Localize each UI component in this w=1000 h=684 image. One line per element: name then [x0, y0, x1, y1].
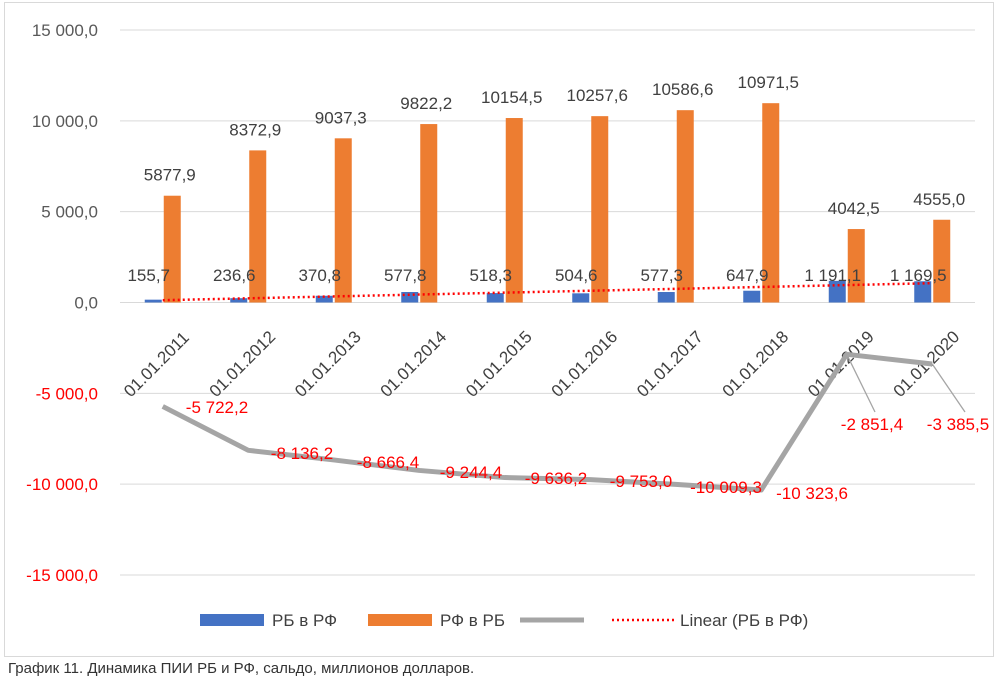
- data-label-rf-v-rb: 4042,5: [828, 199, 880, 218]
- data-label-balance: -3 385,5: [927, 415, 989, 434]
- data-label-balance: -10 009,3: [690, 478, 762, 497]
- y-tick-label: 15 000,0: [32, 21, 98, 40]
- x-tick-label: 01.01.2016: [548, 327, 622, 401]
- x-tick-label: 01.01.2012: [206, 327, 280, 401]
- data-label-rb-v-rf: 1 169,5: [890, 266, 947, 285]
- y-tick-label: -10 000,0: [26, 475, 98, 494]
- data-label-rb-v-rf: 370,8: [298, 266, 341, 285]
- x-tick-label: 01.01.2015: [462, 327, 536, 401]
- legend-label-rf-v-rb: РФ в РБ: [440, 611, 505, 630]
- y-tick-label: -15 000,0: [26, 566, 98, 585]
- data-label-balance: -5 722,2: [186, 398, 248, 417]
- bar-rf-v-rb: [163, 195, 181, 303]
- leader-line: [931, 363, 966, 413]
- leader-line: [846, 354, 876, 413]
- data-label-rf-v-rb: 4555,0: [913, 190, 965, 209]
- data-label-rf-v-rb: 10257,6: [567, 86, 628, 105]
- bar-rb-v-rf: [486, 293, 504, 303]
- data-label-balance: -9 244,4: [440, 463, 502, 482]
- bar-rb-v-rf: [315, 295, 333, 303]
- bar-rf-v-rb: [249, 150, 267, 303]
- data-label-balance: -8 666,4: [357, 453, 419, 472]
- x-tick-label: 01.01.2011: [120, 328, 193, 401]
- data-label-rf-v-rb: 10971,5: [738, 73, 799, 92]
- data-label-rf-v-rb: 10586,6: [652, 80, 713, 99]
- bar-rb-v-rf: [743, 290, 761, 303]
- y-tick-label: -5 000,0: [36, 384, 98, 403]
- data-label-rb-v-rf: 155,7: [127, 266, 170, 285]
- data-label-balance: -9 753,0: [610, 472, 672, 491]
- data-label-rb-v-rf: 647,9: [726, 266, 769, 285]
- data-label-rf-v-rb: 10154,5: [481, 88, 542, 107]
- bar-rf-v-rb: [847, 229, 865, 303]
- y-tick-label: 5 000,0: [41, 203, 98, 222]
- data-label-rb-v-rf: 236,6: [213, 266, 256, 285]
- data-label-balance: -10 323,6: [776, 484, 848, 503]
- data-label-rf-v-rb: 8372,9: [229, 120, 281, 139]
- legend-swatch-rb-v-rf: [200, 614, 264, 626]
- bar-rb-v-rf: [572, 293, 590, 303]
- data-label-rf-v-rb: 9037,3: [315, 108, 367, 127]
- trendline: [162, 281, 933, 302]
- data-label-rb-v-rf: 577,8: [384, 266, 427, 285]
- bar-rf-v-rb: [505, 118, 523, 303]
- data-label-rb-v-rf: 518,3: [469, 266, 512, 285]
- data-label-rb-v-rf: 504,6: [555, 266, 598, 285]
- x-tick-label: 01.01.2018: [719, 327, 793, 401]
- y-tick-label: 10 000,0: [32, 112, 98, 131]
- bar-rf-v-rb: [420, 124, 438, 303]
- bar-rf-v-rb: [591, 116, 609, 303]
- bar-rf-v-rb: [933, 219, 951, 303]
- bar-rb-v-rf: [144, 299, 162, 303]
- bar-rb-v-rf: [657, 292, 675, 303]
- x-tick-label: 01.01.2014: [377, 327, 451, 401]
- bar-rf-v-rb: [762, 103, 780, 303]
- legend-label-trendline: Linear (РБ в РФ): [680, 611, 808, 630]
- bar-rb-v-rf: [401, 292, 419, 303]
- balance-line: [161, 351, 933, 493]
- data-label-rb-v-rf: 577,3: [640, 266, 683, 285]
- chart: 15 000,0 10 000,0 5 000,0 0,0 -5 000,0 -10 00…: [26, 21, 989, 630]
- data-label-rb-v-rf: 1 191,1: [804, 266, 861, 285]
- bar-rb-v-rf: [914, 281, 932, 303]
- bar-rb-v-rf: [230, 298, 248, 303]
- x-tick-label: 01.01.2013: [291, 327, 365, 401]
- legend-swatch-rf-v-rb: [368, 614, 432, 626]
- bar-rf-v-rb: [676, 110, 694, 303]
- bar-rf-v-rb: [334, 138, 352, 303]
- data-label-balance: -8 136,2: [271, 444, 333, 463]
- y-tick-label: 0,0: [74, 294, 98, 313]
- data-label-rf-v-rb: 9822,2: [400, 94, 452, 113]
- data-label-balance: -9 636,2: [525, 469, 587, 488]
- chart-caption: График 11. Динамика ПИИ РБ и РФ, сальдо,…: [8, 660, 475, 677]
- legend-label-rb-v-rf: РБ в РФ: [272, 611, 337, 630]
- chart-frame: [4, 2, 994, 657]
- x-tick-label: 01.01.2017: [633, 327, 707, 401]
- data-label-rf-v-rb: 5877,9: [144, 166, 196, 185]
- data-label-balance: -2 851,4: [841, 415, 903, 434]
